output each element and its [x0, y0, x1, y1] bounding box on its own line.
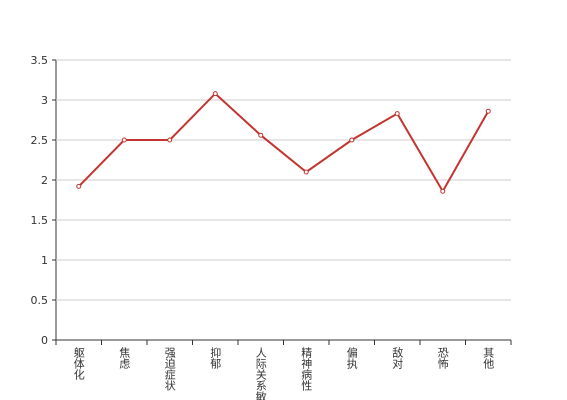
- point: [485, 108, 491, 114]
- y-tick-label: 3: [41, 94, 48, 107]
- point: [394, 111, 400, 117]
- x-tick-label: 躯体化: [72, 347, 85, 381]
- x-tick-label: 敌对: [391, 346, 404, 369]
- y-tick-label: 0.5: [31, 294, 49, 307]
- y-tick-label: 2: [41, 174, 48, 187]
- y-tick-label: 1: [41, 254, 48, 267]
- x-tick-label: 抑郁: [209, 346, 222, 369]
- point: [121, 137, 127, 143]
- x-tick-label: 恐怖: [436, 347, 449, 369]
- x-tick-label: 偏执: [345, 346, 358, 370]
- point: [212, 91, 218, 97]
- y-tick-label: 3.5: [31, 54, 49, 67]
- x-tick-label: 精神病性: [300, 347, 313, 392]
- point: [76, 183, 82, 189]
- y-tick-label: 2.5: [31, 134, 49, 147]
- point: [167, 137, 173, 143]
- point: [440, 188, 446, 194]
- line: [78, 92, 490, 194]
- point: [303, 169, 309, 175]
- point: [258, 132, 264, 138]
- y-tick-label: 1.5: [31, 214, 49, 227]
- x-tick-label: 焦虑: [118, 347, 131, 369]
- x-tick-label: 其他: [482, 347, 495, 369]
- x-tick-label: 人际关系敏感: [254, 347, 267, 400]
- point: [349, 137, 355, 143]
- x-tick-label: 强迫症状: [163, 347, 176, 391]
- y-tick-label: 0: [41, 334, 48, 347]
